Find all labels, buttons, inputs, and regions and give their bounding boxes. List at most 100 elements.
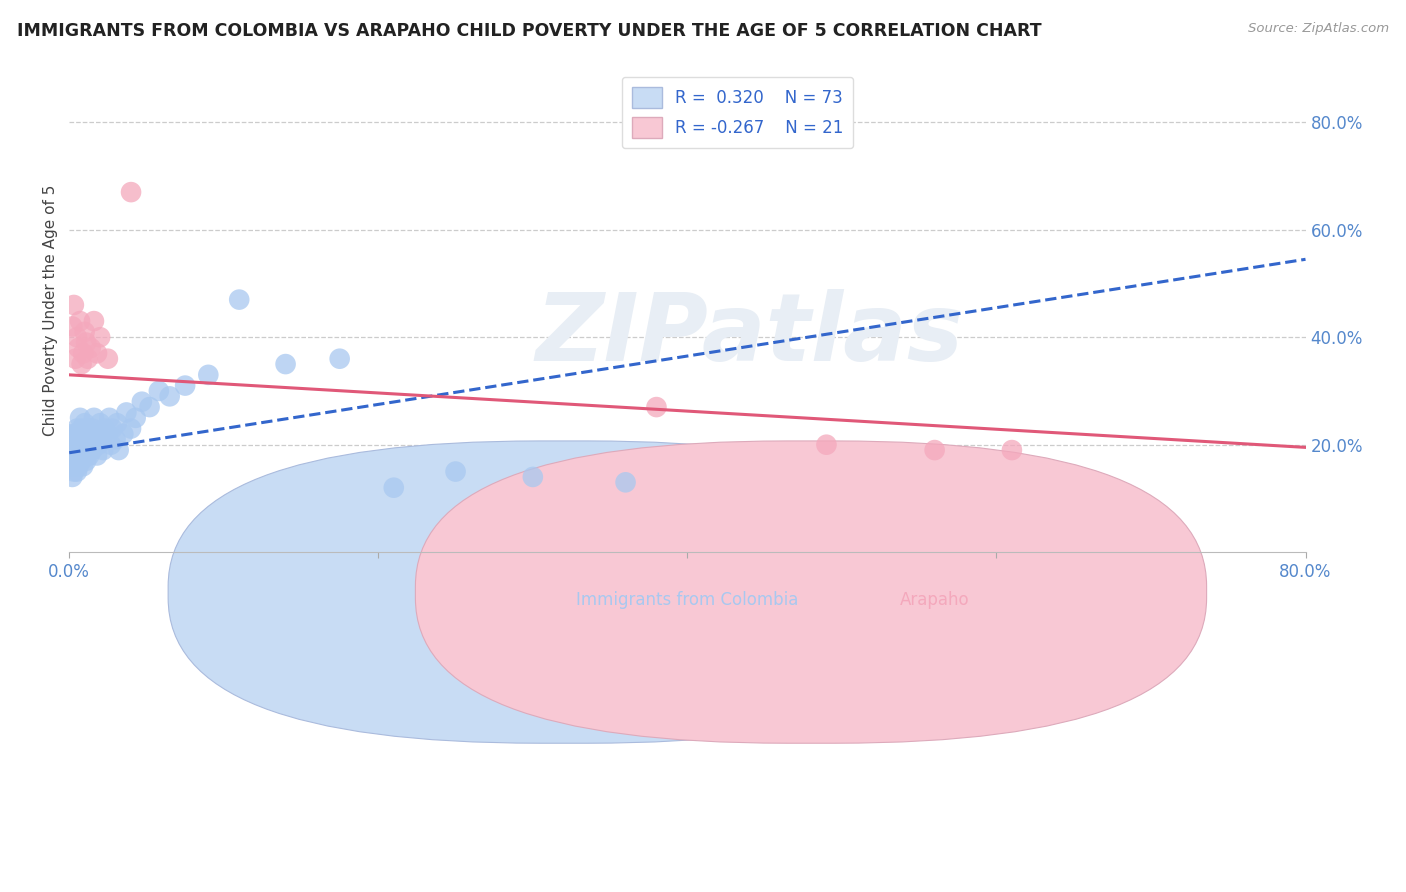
Point (60, 426, 83, 441)
Point (101, 421, 124, 435)
Point (76, 443, 98, 458)
Point (83, 314, 105, 328)
Point (105, 416, 128, 430)
Point (80, 438, 103, 452)
Point (97, 351, 120, 366)
Point (63, 433, 86, 447)
Point (59, 438, 82, 452)
Point (76, 421, 98, 435)
Point (924, 443, 946, 458)
Point (67, 443, 90, 458)
Point (174, 378, 197, 392)
Point (614, 475, 637, 490)
Point (83, 410, 105, 425)
Point (75, 454, 97, 468)
FancyBboxPatch shape (169, 441, 959, 743)
Point (97, 426, 120, 441)
Point (59, 459, 82, 474)
Point (69, 433, 91, 447)
Legend: R =  0.320    N = 73, R = -0.267    N = 21: R = 0.320 N = 73, R = -0.267 N = 21 (621, 77, 853, 148)
Point (90, 433, 112, 447)
Point (274, 357, 297, 371)
Point (86, 449, 108, 463)
Y-axis label: Child Poverty Under the Age of 5: Child Poverty Under the Age of 5 (44, 185, 58, 436)
Point (60, 470, 83, 484)
Point (89, 416, 111, 430)
Point (60, 449, 83, 463)
Point (72, 443, 94, 458)
Point (69, 410, 91, 425)
Point (67, 341, 90, 355)
Point (87, 438, 110, 452)
Point (94, 421, 117, 435)
Point (67, 459, 90, 474)
Point (73, 449, 96, 463)
Point (815, 438, 838, 452)
Point (382, 481, 405, 495)
Point (131, 394, 153, 409)
Point (70, 421, 93, 435)
Point (63, 454, 86, 468)
Point (1001, 443, 1024, 458)
Point (82, 421, 104, 435)
Point (120, 421, 142, 435)
Point (329, 351, 352, 366)
Point (89, 330, 111, 344)
Point (86, 426, 108, 441)
Point (73, 433, 96, 447)
Point (104, 433, 127, 447)
Text: Source: ZipAtlas.com: Source: ZipAtlas.com (1249, 22, 1389, 36)
Point (115, 405, 138, 419)
Point (66, 330, 89, 344)
Point (645, 400, 668, 414)
Point (197, 368, 219, 382)
Point (65, 459, 87, 474)
Point (84, 433, 107, 447)
Point (63, 443, 86, 458)
Point (75, 438, 97, 452)
Text: Arapaho: Arapaho (900, 591, 970, 609)
Point (65, 351, 87, 366)
Point (70, 438, 93, 452)
Point (138, 400, 160, 414)
Point (80, 341, 103, 355)
Point (228, 293, 250, 307)
Point (125, 410, 148, 425)
Point (72, 459, 94, 474)
FancyBboxPatch shape (415, 441, 1206, 743)
Text: IMMIGRANTS FROM COLOMBIA VS ARAPAHO CHILD POVERTY UNDER THE AGE OF 5 CORRELATION: IMMIGRANTS FROM COLOMBIA VS ARAPAHO CHIL… (17, 22, 1042, 40)
Point (63, 298, 86, 312)
Point (65, 426, 87, 441)
Point (70, 357, 93, 371)
Point (98, 410, 121, 425)
Point (107, 443, 129, 458)
Point (67, 426, 90, 441)
Point (60, 319, 83, 334)
Point (65, 449, 87, 463)
Point (70, 454, 93, 468)
Point (69, 314, 91, 328)
Point (86, 346, 108, 360)
Point (72, 426, 94, 441)
Point (66, 438, 89, 452)
Point (72, 346, 94, 360)
Point (444, 465, 467, 479)
Point (69, 449, 91, 463)
Point (522, 470, 544, 484)
Point (75, 335, 97, 350)
Text: ZIPatlas: ZIPatlas (536, 288, 963, 381)
Point (63, 465, 86, 479)
Point (148, 384, 170, 398)
Point (91, 443, 114, 458)
Point (66, 454, 89, 468)
Point (112, 426, 135, 441)
Point (76, 351, 98, 366)
Point (120, 185, 142, 199)
Point (73, 325, 96, 339)
Point (66, 421, 89, 435)
Point (73, 416, 96, 430)
Point (66, 465, 89, 479)
Point (79, 426, 101, 441)
Point (79, 449, 101, 463)
Point (159, 389, 181, 403)
